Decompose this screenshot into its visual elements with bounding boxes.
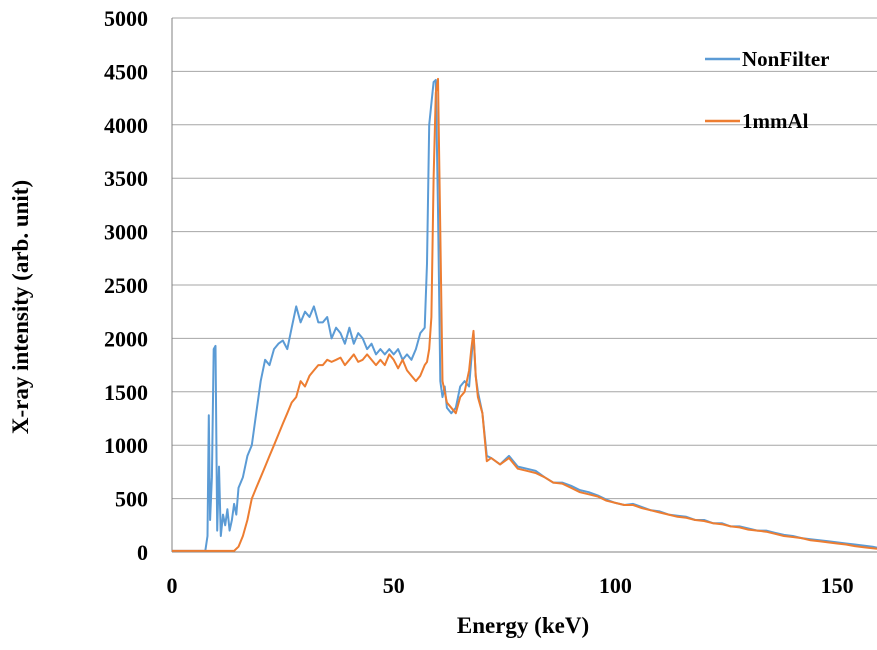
y-tick-label: 1500 (104, 380, 148, 405)
x-tick-label: 150 (821, 573, 854, 598)
y-tick-label: 3500 (104, 166, 148, 191)
y-tick-label: 2000 (104, 326, 148, 351)
x-tick-label: 50 (383, 573, 405, 598)
x-tick-labels: 0 50 100 150 (167, 573, 854, 598)
legend-label-1mmal: 1mmAl (742, 109, 809, 133)
series-line-1mmal (172, 77, 877, 552)
y-tick-label: 4500 (104, 59, 148, 84)
y-tick-label: 0 (137, 540, 148, 565)
y-tick-label: 5000 (104, 6, 148, 31)
gridlines (172, 17, 877, 500)
x-axis-title: Energy (keV) (457, 613, 589, 638)
axes (171, 18, 877, 553)
legend-label-nonfilter: NonFilter (742, 47, 829, 71)
y-axis-title: X-ray intensity (arb. unit) (8, 180, 33, 434)
series-lines (172, 77, 877, 552)
y-tick-label: 1000 (104, 433, 148, 458)
legend: NonFilter 1mmAl (705, 47, 829, 133)
y-tick-labels: 0 500 1000 1500 2000 2500 3000 3500 4000 4500 5000 (104, 6, 148, 565)
y-tick-label: 4000 (104, 113, 148, 138)
y-tick-label: 500 (115, 487, 148, 512)
x-tick-label: 0 (167, 573, 178, 598)
series-line-nonfilter (172, 78, 877, 552)
y-tick-label: 3000 (104, 220, 148, 245)
y-tick-label: 2500 (104, 273, 148, 298)
x-tick-label: 100 (599, 573, 632, 598)
